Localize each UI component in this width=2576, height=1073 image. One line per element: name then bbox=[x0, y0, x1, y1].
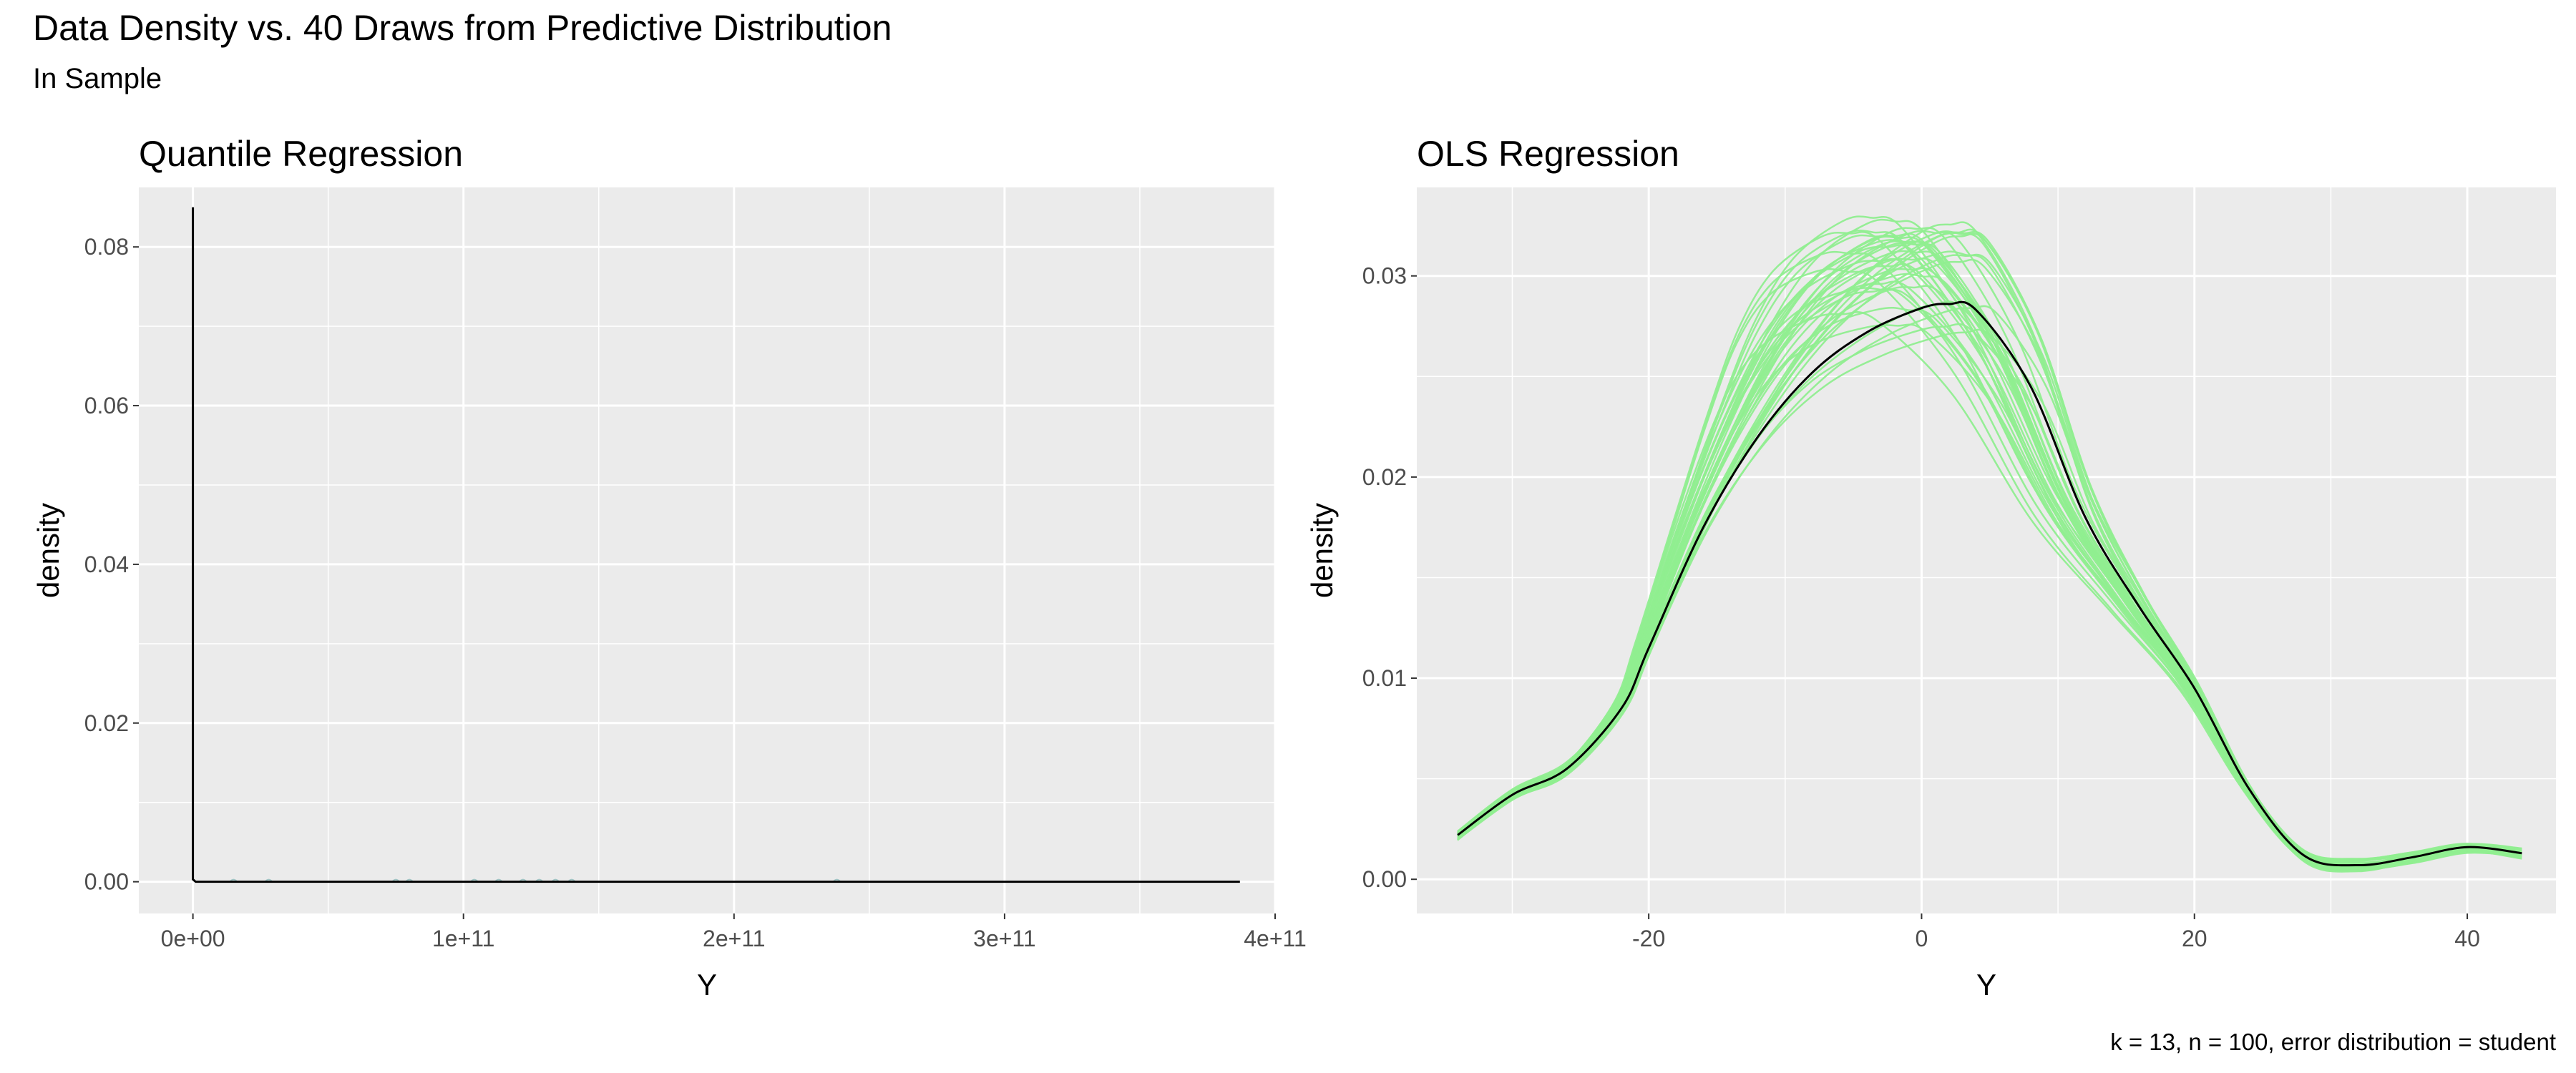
x-tick-label: 4e+11 bbox=[1244, 926, 1307, 951]
x-axis-title: Y bbox=[697, 968, 717, 1001]
panel-background bbox=[139, 187, 1275, 913]
predictive-draw-line bbox=[1457, 227, 2522, 867]
y-tick-label: 0.08 bbox=[84, 234, 129, 260]
y-tick-label: 0.02 bbox=[1362, 464, 1407, 490]
x-tick-label: -20 bbox=[1632, 926, 1665, 951]
x-tick-label: 1e+11 bbox=[432, 926, 495, 951]
predictive-draw-line bbox=[1457, 228, 2522, 873]
y-tick-label: 0.00 bbox=[84, 869, 129, 895]
data-density-line bbox=[192, 207, 1240, 883]
panel-title: OLS Regression bbox=[1417, 134, 1679, 174]
x-tick-label: 0 bbox=[1916, 926, 1928, 951]
x-tick-label: 2e+11 bbox=[703, 926, 766, 951]
ols-regression-panel: -20 0 20 40 0.00 0.01 0.02 0.03 OLS Regression Yd… bbox=[1305, 134, 2556, 1001]
x-axis-title: Y bbox=[1976, 968, 1996, 1001]
x-tick-label: 0e+00 bbox=[161, 926, 225, 951]
y-tick-label: 0.02 bbox=[84, 710, 129, 736]
panel-background bbox=[1417, 187, 2556, 913]
plot-area bbox=[1457, 215, 2522, 873]
x-tick-label: 40 bbox=[2454, 926, 2480, 951]
predictive-draw-line bbox=[1457, 250, 2522, 861]
figure-title: Data Density vs. 40 Draws from Predictiv… bbox=[33, 8, 892, 48]
predictive-draw-line bbox=[1457, 232, 2522, 870]
predictive-draw-line bbox=[1457, 268, 2522, 861]
y-axis-title: density bbox=[31, 503, 65, 598]
x-tick-label: 20 bbox=[2182, 926, 2207, 951]
plot-area bbox=[192, 207, 1240, 883]
y-tick-label: 0.03 bbox=[1362, 263, 1407, 289]
y-tick-label: 0.04 bbox=[84, 552, 129, 577]
figure-caption: k = 13, n = 100, error distribution = st… bbox=[2110, 1029, 2556, 1055]
x-tick-label: 3e+11 bbox=[973, 926, 1036, 951]
y-tick-label: 0.01 bbox=[1362, 665, 1407, 691]
data-density-line bbox=[1457, 300, 2522, 867]
y-axis-title: density bbox=[1305, 503, 1339, 598]
y-tick-label: 0.06 bbox=[84, 393, 129, 418]
panel-title: Quantile Regression bbox=[139, 134, 463, 174]
quantile-regression-panel: 0e+00 1e+11 2e+11 3e+11 4e+11 0.00 0.02 0.04 0.0… bbox=[31, 134, 1307, 1001]
y-tick-label: 0.00 bbox=[1362, 866, 1407, 892]
figure-subtitle: In Sample bbox=[33, 63, 162, 94]
